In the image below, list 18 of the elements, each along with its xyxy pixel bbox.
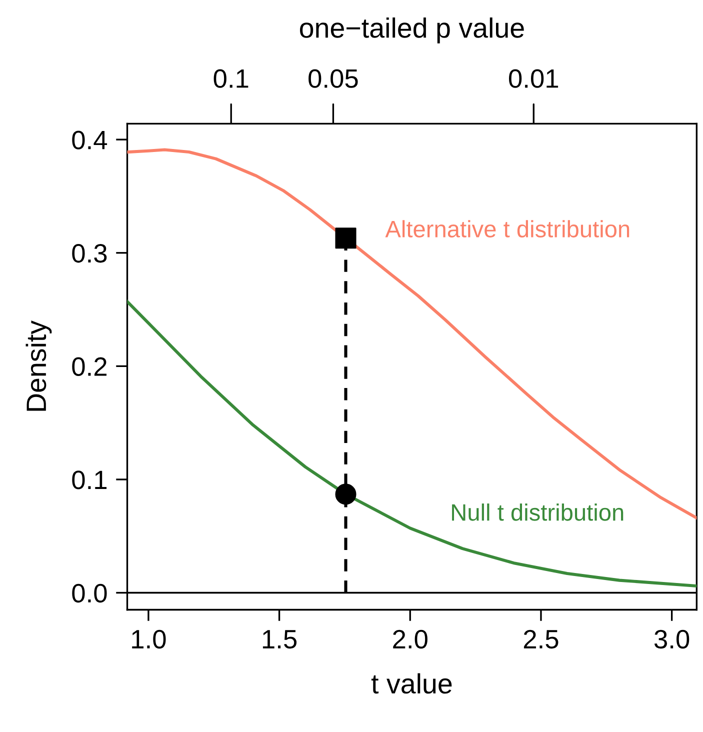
series-label: Null t distribution [452,503,624,521]
y-tick-label: 0.3 [72,244,107,263]
x2-axis-title: one−tailed p value [300,17,524,44]
y-axis-title: Density [26,320,52,411]
x-tick-label: 1.0 [132,630,166,649]
y-tick-label: 0.4 [72,130,108,150]
y-tick-label: 0.0 [72,584,107,603]
y-tick-label: 0.2 [72,357,106,376]
x-axis-title: t value [371,673,452,694]
y-tick-label: 0.1 [72,470,107,490]
series-label: Alternative t distribution [385,220,630,238]
text: 0.05 [308,69,358,88]
text: 0.1 [214,69,248,88]
x-tick-label: 2.5 [524,630,558,649]
text: 0.01 [509,69,558,88]
x-tick-label: 2.0 [393,630,428,649]
x-tick-label: 3.0 [654,630,690,649]
x-tick-label: 1.5 [262,630,297,649]
